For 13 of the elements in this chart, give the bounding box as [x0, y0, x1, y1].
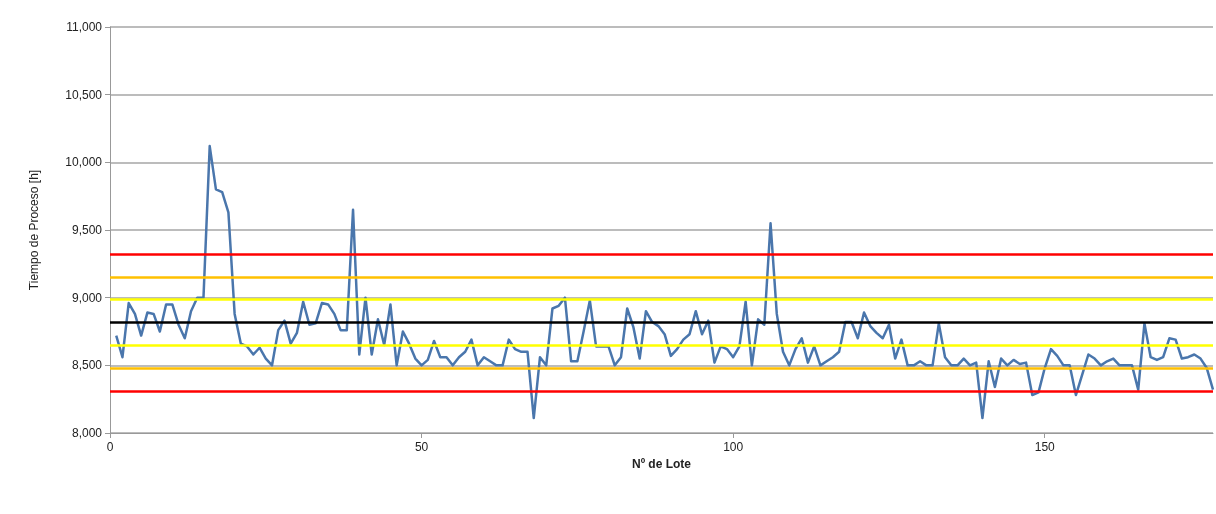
x-tick-label: 0 — [106, 440, 114, 454]
x-tick-label: 100 — [723, 440, 744, 454]
x-tick-label: 50 — [414, 440, 429, 454]
y-tick-label: 10,000 — [65, 155, 103, 170]
x-tick-label: 150 — [1034, 440, 1056, 454]
y-tick-label: 11,000 — [66, 20, 103, 34]
y-axis-title: Tiempo de Proceso [h] — [27, 169, 41, 291]
y-tick-label: 8,500 — [71, 358, 103, 373]
x-axis-title: Nº de Lote — [631, 456, 692, 471]
y-tick-label: 9,000 — [71, 290, 103, 305]
y-tick-label: 10,500 — [65, 87, 103, 102]
y-tick-label: 9,500 — [71, 223, 103, 237]
y-tick-label: 8,000 — [71, 426, 103, 440]
